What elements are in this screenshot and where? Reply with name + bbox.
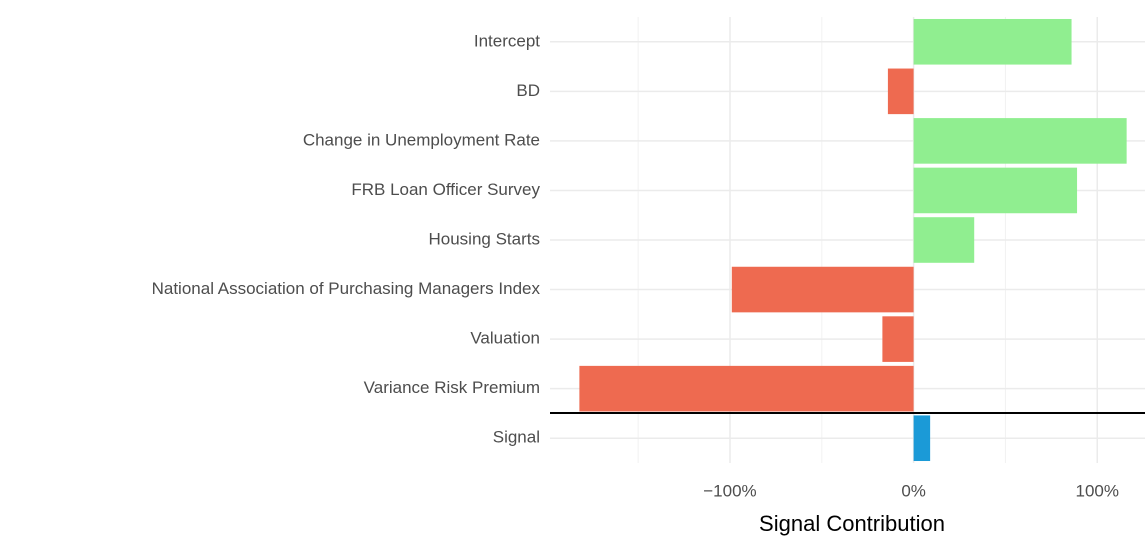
bar: [913, 18, 1072, 65]
y-tick-label: Variance Risk Premium: [364, 378, 540, 397]
y-tick-label: National Association of Purchasing Manag…: [152, 279, 541, 298]
bar: [731, 266, 914, 313]
y-tick-label: BD: [516, 81, 540, 100]
x-tick-label: 100%: [1076, 481, 1119, 500]
y-tick-label: FRB Loan Officer Survey: [351, 180, 540, 199]
y-tick-label: Change in Unemployment Rate: [303, 130, 540, 149]
y-tick-label: Intercept: [474, 31, 540, 50]
x-tick-label: 0%: [901, 481, 926, 500]
bar: [913, 118, 1127, 164]
bar: [913, 415, 931, 462]
bars: [579, 18, 1127, 462]
bar: [913, 217, 975, 263]
x-axis-title: Signal Contribution: [759, 511, 945, 536]
y-tick-label: Housing Starts: [429, 229, 541, 248]
x-tick-label: −100%: [703, 481, 756, 500]
bar: [887, 68, 914, 115]
bar: [913, 167, 1078, 214]
bar: [882, 316, 914, 362]
y-tick-label: Signal: [493, 428, 540, 447]
y-tick-label: Valuation: [470, 329, 540, 348]
bar: [579, 365, 914, 412]
